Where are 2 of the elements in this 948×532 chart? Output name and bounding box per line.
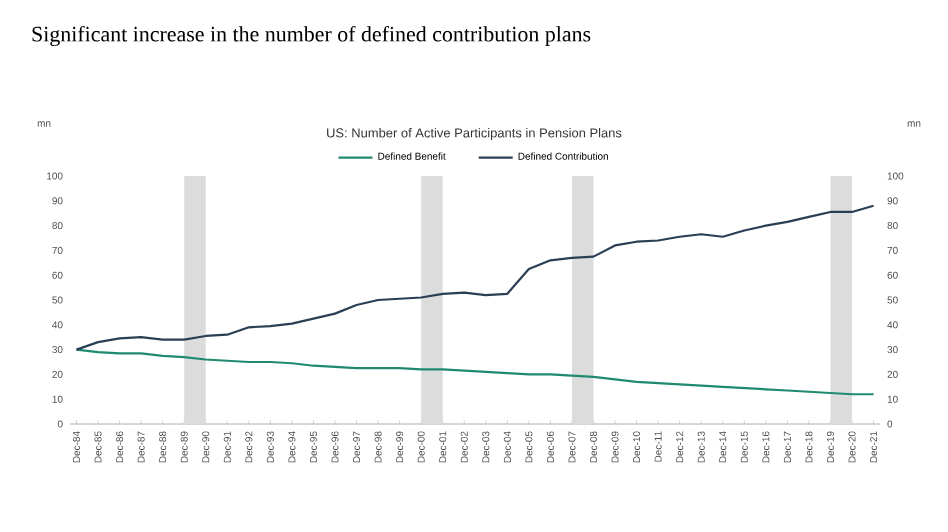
- chart-title: Significant increase in the number of defined contribution plans: [32, 25, 591, 47]
- line-series: [75, 204, 875, 351]
